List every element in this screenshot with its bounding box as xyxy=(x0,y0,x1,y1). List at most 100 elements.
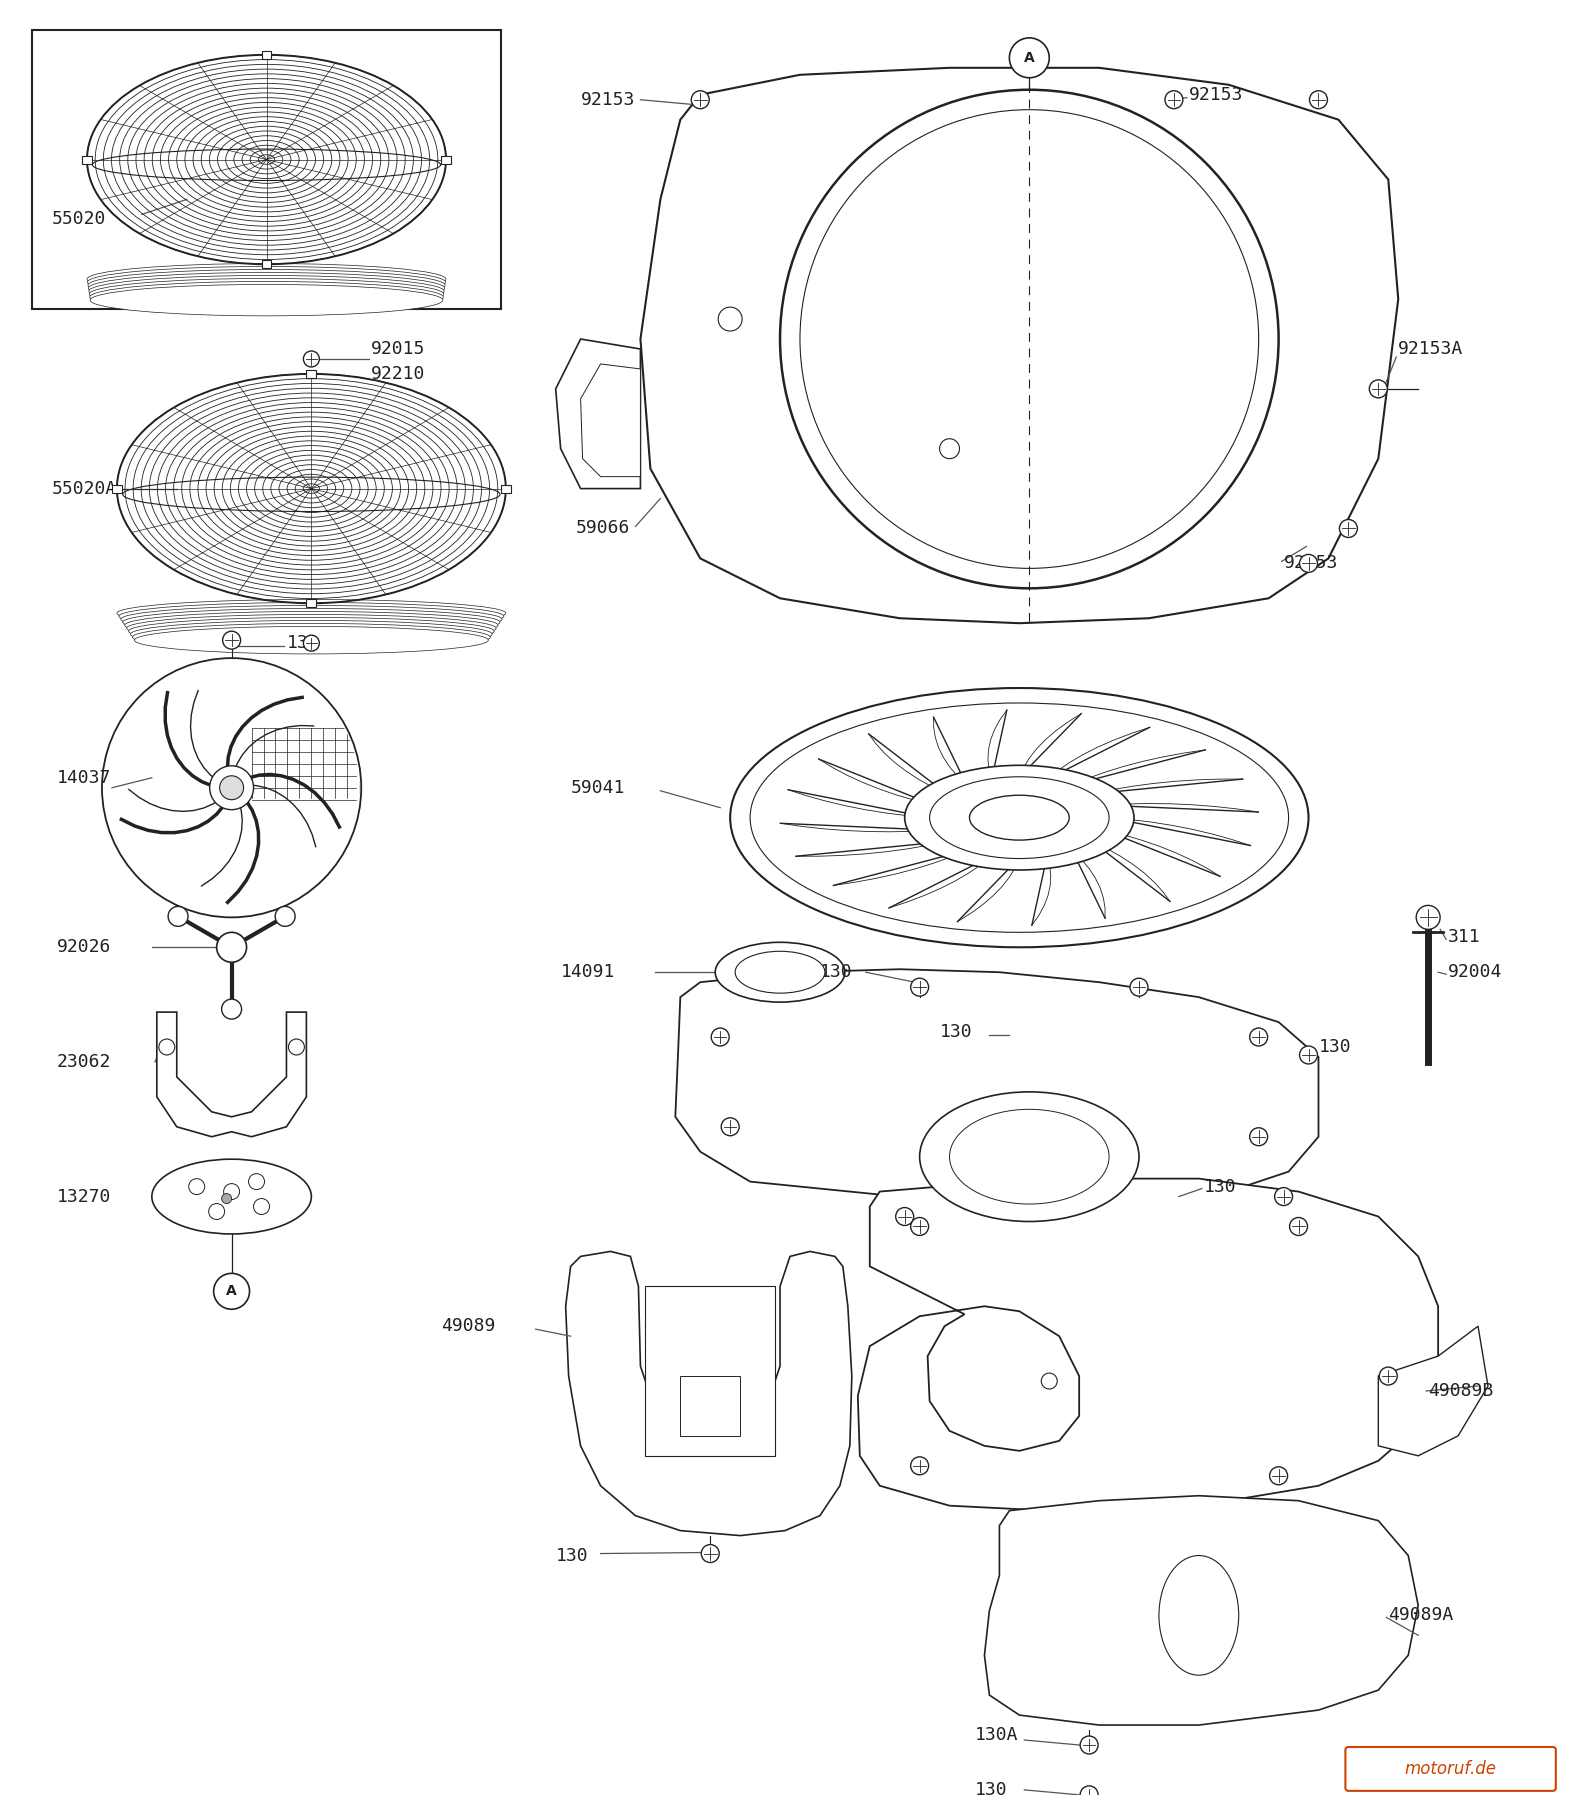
Circle shape xyxy=(188,1179,205,1195)
Circle shape xyxy=(1130,977,1149,995)
Circle shape xyxy=(1250,1129,1267,1147)
Circle shape xyxy=(896,1208,913,1226)
Ellipse shape xyxy=(131,621,493,648)
Circle shape xyxy=(1310,90,1327,108)
Circle shape xyxy=(910,1456,929,1474)
Text: 92153A: 92153A xyxy=(1398,340,1463,358)
Circle shape xyxy=(253,1199,270,1215)
Circle shape xyxy=(702,1544,719,1562)
Text: 59066: 59066 xyxy=(575,520,630,538)
Text: 130: 130 xyxy=(556,1546,588,1564)
Circle shape xyxy=(209,1204,224,1220)
Circle shape xyxy=(1270,1467,1288,1485)
Circle shape xyxy=(289,1039,305,1055)
Text: 311: 311 xyxy=(1449,929,1480,947)
Polygon shape xyxy=(984,1496,1419,1724)
Circle shape xyxy=(1299,554,1318,572)
Ellipse shape xyxy=(133,623,490,652)
Bar xyxy=(681,1375,739,1436)
Ellipse shape xyxy=(88,279,444,310)
Circle shape xyxy=(940,439,959,459)
Circle shape xyxy=(1289,1217,1308,1235)
Text: 14037: 14037 xyxy=(57,769,112,787)
Circle shape xyxy=(1340,520,1357,538)
Polygon shape xyxy=(858,1179,1438,1510)
Text: 92153: 92153 xyxy=(1188,86,1243,104)
Ellipse shape xyxy=(88,270,446,301)
Text: 130: 130 xyxy=(820,963,853,981)
Text: 130: 130 xyxy=(1318,1039,1351,1057)
Text: 92004: 92004 xyxy=(1449,963,1503,981)
Ellipse shape xyxy=(123,477,499,511)
Ellipse shape xyxy=(90,281,444,313)
Ellipse shape xyxy=(750,704,1289,932)
Circle shape xyxy=(1370,380,1387,398)
Circle shape xyxy=(221,1193,232,1204)
Circle shape xyxy=(711,1028,730,1046)
Text: 92153: 92153 xyxy=(580,90,635,108)
Text: 130: 130 xyxy=(286,634,319,652)
Circle shape xyxy=(223,632,240,650)
Circle shape xyxy=(692,90,709,108)
Circle shape xyxy=(1164,90,1183,108)
Text: 13270: 13270 xyxy=(57,1188,112,1206)
Circle shape xyxy=(303,351,319,367)
Circle shape xyxy=(224,1184,240,1199)
Ellipse shape xyxy=(920,1093,1139,1222)
Bar xyxy=(645,1287,776,1456)
Circle shape xyxy=(1081,1735,1098,1753)
Ellipse shape xyxy=(88,275,444,306)
Text: 130: 130 xyxy=(975,1780,1006,1798)
FancyBboxPatch shape xyxy=(1346,1748,1556,1791)
Circle shape xyxy=(221,999,242,1019)
Polygon shape xyxy=(1378,1327,1488,1456)
Text: 23062: 23062 xyxy=(57,1053,112,1071)
Text: A: A xyxy=(1024,50,1035,65)
Circle shape xyxy=(303,635,319,652)
Circle shape xyxy=(103,659,362,918)
Circle shape xyxy=(720,1118,739,1136)
Circle shape xyxy=(1379,1366,1397,1384)
Circle shape xyxy=(1010,38,1049,77)
Ellipse shape xyxy=(950,1109,1109,1204)
Circle shape xyxy=(1275,1188,1292,1206)
Text: A: A xyxy=(226,1283,237,1298)
Text: 92153: 92153 xyxy=(1283,554,1338,572)
Ellipse shape xyxy=(120,605,502,634)
Ellipse shape xyxy=(118,603,504,630)
Ellipse shape xyxy=(87,266,446,297)
Text: 92015: 92015 xyxy=(371,340,425,358)
Text: 49089B: 49089B xyxy=(1428,1382,1493,1400)
Circle shape xyxy=(167,907,188,927)
Bar xyxy=(501,484,510,493)
Text: 130A: 130A xyxy=(975,1726,1018,1744)
Text: 49089A: 49089A xyxy=(1389,1606,1454,1624)
Bar xyxy=(441,155,450,164)
Text: 92210: 92210 xyxy=(371,365,425,383)
Text: 55020A: 55020A xyxy=(52,479,117,497)
Ellipse shape xyxy=(128,617,495,644)
Circle shape xyxy=(1041,1373,1057,1390)
Text: 49089: 49089 xyxy=(441,1318,496,1336)
Text: 130: 130 xyxy=(940,1022,972,1040)
Ellipse shape xyxy=(88,272,444,304)
Ellipse shape xyxy=(92,149,441,180)
Text: 59041: 59041 xyxy=(570,779,626,797)
Ellipse shape xyxy=(730,688,1308,947)
Ellipse shape xyxy=(735,950,825,994)
Circle shape xyxy=(910,977,929,995)
Text: 92026: 92026 xyxy=(57,938,112,956)
Bar xyxy=(262,50,272,59)
Circle shape xyxy=(248,1174,264,1190)
Polygon shape xyxy=(566,1251,852,1535)
Bar xyxy=(262,261,272,268)
Polygon shape xyxy=(580,364,640,477)
Bar xyxy=(307,371,316,378)
Text: 55020: 55020 xyxy=(52,211,106,229)
Circle shape xyxy=(216,932,246,963)
Ellipse shape xyxy=(905,765,1134,869)
Circle shape xyxy=(910,1217,929,1235)
Circle shape xyxy=(781,90,1278,589)
Ellipse shape xyxy=(126,614,496,643)
Ellipse shape xyxy=(152,1159,311,1235)
